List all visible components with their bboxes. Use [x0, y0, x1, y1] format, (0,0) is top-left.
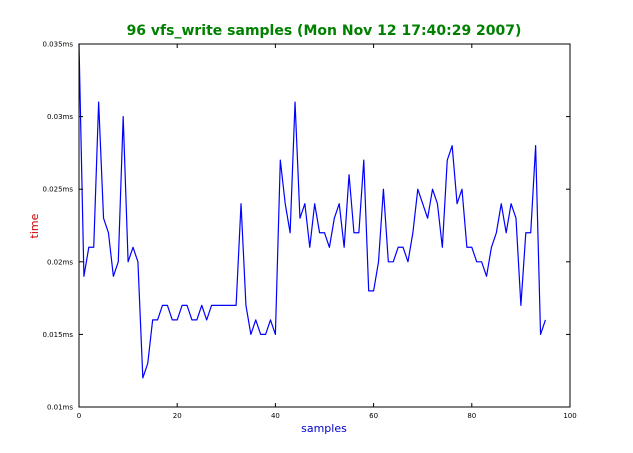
x-tick-label: 40 — [271, 412, 280, 420]
y-tick-label: 0.035ms — [42, 41, 73, 49]
x-tick-label: 80 — [467, 412, 476, 420]
y-tick-label: 0.02ms — [47, 258, 73, 266]
series-line — [78, 43, 547, 379]
y-axis: 0.01ms 0.015ms 0.02ms 0.025ms 0.03ms 0.035ms — [42, 41, 570, 412]
x-tick-label: 100 — [563, 412, 576, 420]
x-tick-label: 60 — [369, 412, 378, 420]
x-axis: 0 20 40 60 80 100 — [77, 44, 577, 420]
series-layer — [78, 43, 547, 379]
x-tick-label: 20 — [173, 412, 182, 420]
y-tick-label: 0.03ms — [47, 113, 73, 121]
plot-area-frame — [78, 43, 571, 408]
y-tick-label: 0.015ms — [42, 331, 73, 339]
y-axis-label: time — [28, 213, 41, 238]
x-tick-label: 0 — [77, 412, 81, 420]
x-axis-label: samples — [301, 422, 347, 435]
chart-title: 96 vfs_write samples (Mon Nov 12 17:40:2… — [127, 23, 522, 39]
y-tick-label: 0.025ms — [42, 186, 73, 194]
y-tick-label: 0.01ms — [47, 404, 73, 412]
